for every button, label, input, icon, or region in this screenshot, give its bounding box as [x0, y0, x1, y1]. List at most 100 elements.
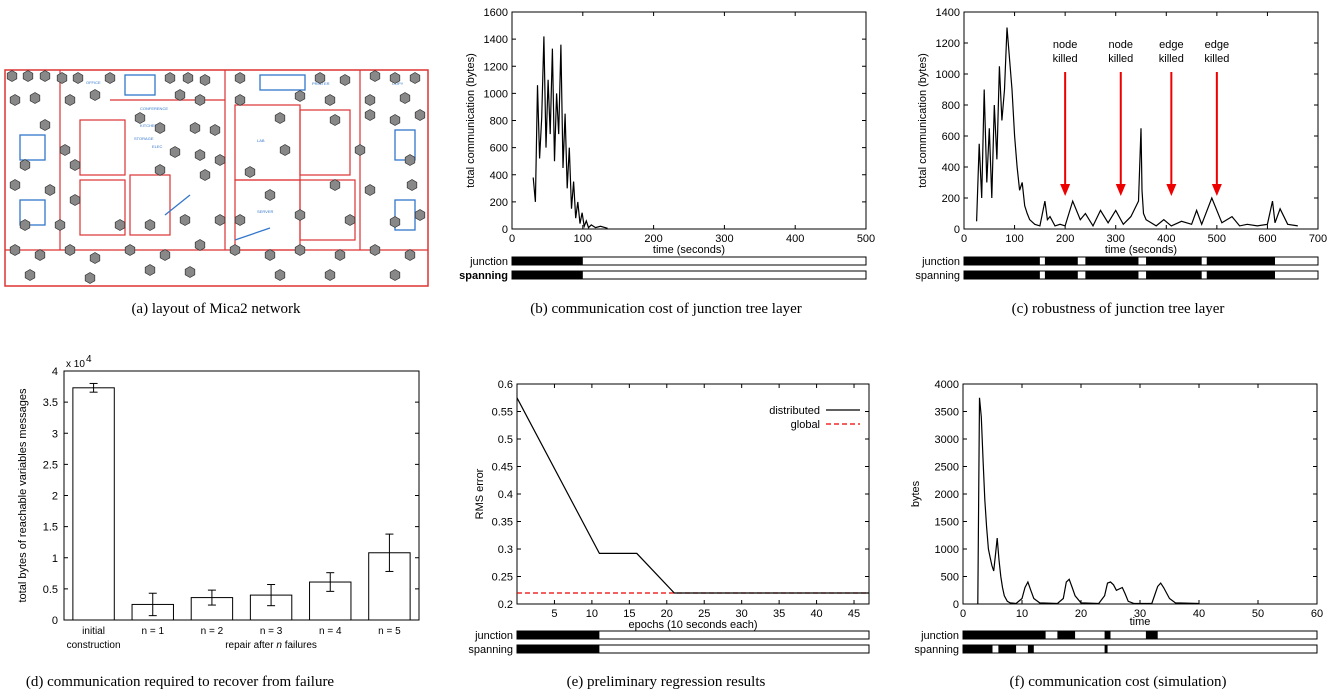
sensor-node-icon — [134, 112, 146, 124]
sensor-node-icon — [389, 72, 401, 84]
status-bar-segment — [1027, 645, 1034, 653]
y-tick-label: 400 — [490, 170, 508, 182]
y-tick-label: 1000 — [936, 69, 960, 81]
category-label: n = 3 — [260, 626, 283, 637]
sensor-node-icon — [44, 184, 56, 196]
sensor-node-icon — [54, 219, 66, 231]
sensor-node-icon — [6, 70, 18, 82]
x-tick-label: 15 — [623, 608, 635, 620]
mica2-floorplan: OFFICE CONFERENCE KITCHEN STORAGE ELEC L… — [4, 69, 429, 287]
room-label: LAB — [257, 138, 265, 143]
sensor-node-icon — [329, 114, 341, 126]
status-bar-segment — [1085, 257, 1139, 265]
status-bar-segment — [1044, 257, 1078, 265]
x-tick-label: 400 — [786, 233, 804, 245]
x-tick-label: 25 — [698, 608, 710, 620]
sensor-node-icon — [339, 74, 351, 86]
y-tick-label: 0.35 — [492, 517, 513, 529]
caption-d: (d) communication required to recover fr… — [26, 674, 335, 690]
y-tick-label: 0.2 — [498, 599, 513, 611]
sensor-node-icon — [114, 219, 126, 231]
sensor-node-icon — [364, 94, 376, 106]
x-tick-label: 50 — [1252, 608, 1264, 620]
status-bar-segment — [1104, 645, 1108, 653]
x-tick-label: 30 — [1134, 608, 1146, 620]
sensor-node-icon — [56, 72, 68, 84]
x-tick-label: 0 — [961, 233, 967, 245]
sensor-node-icon — [69, 194, 81, 206]
sensor-node-icon — [409, 72, 421, 84]
sensor-node-icon — [194, 239, 206, 251]
y-tick-label: 1.5 — [43, 522, 58, 534]
sensor-node-icon — [64, 244, 76, 256]
x-tick-label: 600 — [1258, 233, 1276, 245]
sensor-node-icon — [364, 184, 376, 196]
annotation-label: killed — [1204, 53, 1229, 65]
x-tick-label: 300 — [715, 233, 733, 245]
sensor-node-icon — [9, 94, 21, 106]
x-tick-label: 100 — [574, 233, 592, 245]
annotation-arrow-head-icon — [1211, 184, 1222, 196]
legend-label: global — [791, 419, 820, 431]
y-tick-label: 3000 — [935, 434, 959, 446]
chart-robustness: 0 200 400 600 800 1000 1200 1400 0 100 200 300 400 50… — [915, 7, 1327, 282]
x-tick-label: 300 — [1107, 233, 1125, 245]
status-bar-segment — [1146, 271, 1202, 279]
annotation-label: node — [1053, 39, 1077, 51]
sensor-node-icon — [84, 272, 96, 284]
status-bar-segment — [517, 631, 600, 639]
status-bar-label: spanning — [468, 644, 513, 656]
sensor-node-icon — [214, 214, 226, 226]
caption-b: (b) communication cost of junction tree … — [530, 301, 802, 317]
sensor-node-icon — [164, 72, 176, 84]
y-tick-label: 1000 — [484, 88, 508, 100]
sensor-node-icon — [369, 70, 381, 82]
room-label: ELEC — [152, 144, 163, 149]
sensor-node-icon — [234, 72, 246, 84]
sensor-node-icon — [389, 269, 401, 281]
x-tick-label: 10 — [1016, 608, 1028, 620]
y-tick-label: 500 — [941, 572, 959, 584]
sensor-node-icon — [406, 179, 418, 191]
category-label: n = 1 — [141, 626, 164, 637]
sensor-node-icon — [369, 244, 381, 256]
chart-regression: 0.2 0.25 0.3 0.35 0.4 0.45 0.5 0.55 0.6 5 10 15 20 25… — [468, 379, 870, 656]
sensor-node-icon — [329, 179, 341, 191]
x-tick-label: 40 — [1193, 608, 1205, 620]
x-tick-label: 20 — [1075, 608, 1087, 620]
plot-frame — [63, 370, 420, 621]
y-exponent-sup: 4 — [86, 354, 92, 365]
status-bar-label: junction — [469, 256, 508, 268]
y-tick-label: 0.4 — [498, 489, 513, 501]
x-tick-label: 400 — [1157, 233, 1175, 245]
sensor-node-icon — [179, 214, 191, 226]
status-bar-segment — [1085, 271, 1139, 279]
y-tick-label: 200 — [490, 197, 508, 209]
category-label: n = 2 — [201, 626, 224, 637]
sensor-node-icon — [199, 169, 211, 181]
status-bar-segment — [963, 631, 1046, 639]
sensor-node-icon — [324, 94, 336, 106]
legend-label: distributed — [769, 405, 820, 417]
sensor-node-icon — [414, 209, 426, 221]
sensor-node-icon — [39, 70, 51, 82]
x-tick-label: 200 — [644, 233, 662, 245]
y-tick-label: 800 — [942, 100, 960, 112]
y-tick-label: 0.55 — [492, 407, 513, 419]
y-tick-label: 0 — [954, 224, 960, 236]
sensor-node-icon — [194, 94, 206, 106]
sensor-node-icon — [229, 244, 241, 256]
y-tick-label: 200 — [942, 193, 960, 205]
y-tick-label: 0 — [953, 599, 959, 611]
sensor-node-icon — [159, 249, 171, 261]
sensor-node-icon — [399, 92, 411, 104]
group-label-pre: repair after — [225, 640, 276, 651]
sensor-node-icon — [9, 179, 21, 191]
x-tick-label: 10 — [586, 608, 598, 620]
sensor-node-icon — [9, 244, 21, 256]
sensor-node-icon — [354, 144, 366, 156]
y-axis-label: total bytes of reachable variables messa… — [17, 388, 29, 603]
sensor-node-icon — [294, 209, 306, 221]
sensor-node-icon — [189, 122, 201, 134]
